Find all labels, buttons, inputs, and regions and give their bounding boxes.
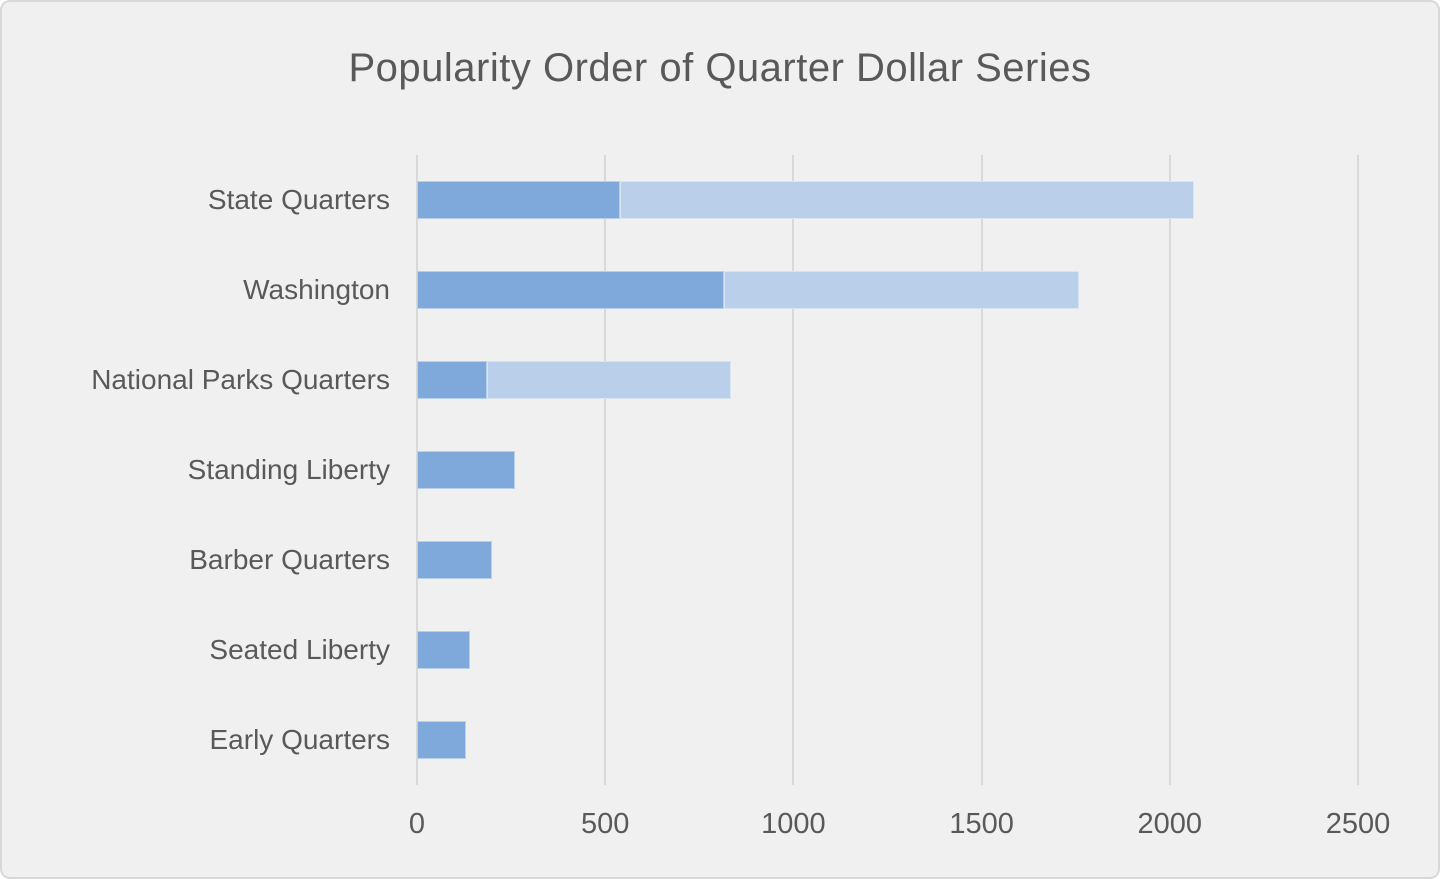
bar-row	[417, 695, 1358, 785]
gridline	[604, 155, 607, 785]
gridline	[1357, 155, 1359, 785]
bar-segment-dark-segment	[417, 721, 466, 759]
x-tick-label: 1000	[761, 808, 826, 840]
plot-area	[416, 155, 1359, 785]
stacked-bar	[417, 361, 732, 399]
bar-row	[417, 335, 1358, 425]
bar-segment-dark-segment	[417, 451, 515, 489]
stacked-bar	[417, 271, 1080, 309]
category-label: National Parks Quarters	[91, 364, 390, 395]
category-axis: State Quarters Washington National Parks Q…	[2, 155, 390, 785]
bar-row	[417, 425, 1358, 515]
bar-segment-light-segment	[723, 271, 1080, 309]
x-tick-label: 500	[580, 808, 630, 840]
gridline	[980, 155, 983, 785]
stacked-bar	[417, 631, 470, 669]
bar-row	[417, 155, 1358, 245]
bar-row	[417, 515, 1358, 605]
bar-segment-dark-segment	[417, 271, 724, 309]
bar-segment-light-segment	[620, 181, 1195, 219]
x-tick-label: 0	[408, 808, 426, 840]
category-label: Washington	[243, 274, 390, 305]
bar-segment-dark-segment	[417, 541, 493, 579]
category-label: Early Quarters	[209, 724, 391, 755]
stacked-bar	[417, 721, 466, 759]
x-tick-label: 2000	[1137, 808, 1203, 840]
bar-segment-dark-segment	[417, 181, 621, 219]
chart-title: Popularity Order of Quarter Dollar Serie…	[348, 46, 1092, 90]
x-axis: 0 500 1000 1500 2000 2500	[409, 808, 1390, 852]
stacked-bar	[417, 181, 1195, 219]
x-tick-label: 1500	[949, 808, 1014, 840]
category-label: Seated Liberty	[209, 634, 390, 665]
stacked-bar	[417, 451, 515, 489]
gridline	[1168, 155, 1171, 785]
bar-row	[417, 245, 1358, 335]
x-tick-label: 2500	[1325, 808, 1391, 840]
category-label: Barber Quarters	[189, 544, 390, 575]
bar-row	[417, 605, 1358, 695]
gridline	[792, 155, 795, 785]
bar-segment-light-segment	[486, 361, 732, 399]
stacked-bar	[417, 541, 493, 579]
bar-segment-dark-segment	[417, 361, 487, 399]
category-label: Standing Liberty	[187, 454, 390, 485]
bar-segment-dark-segment	[417, 631, 470, 669]
category-label: State Quarters	[207, 184, 390, 215]
